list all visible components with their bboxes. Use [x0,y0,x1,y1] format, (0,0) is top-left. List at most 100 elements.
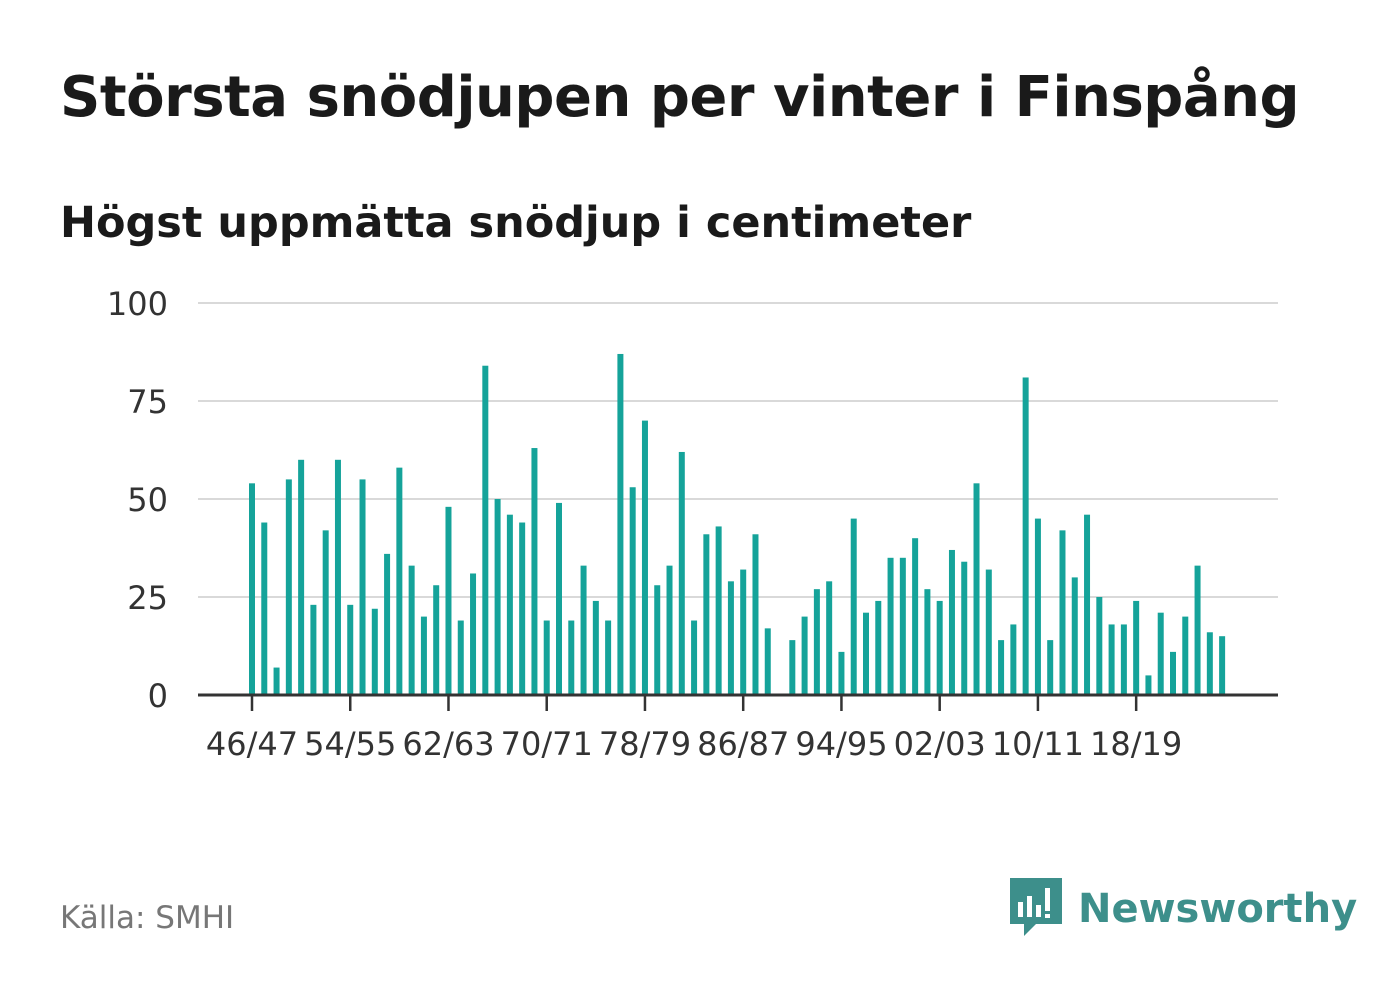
bar [1096,597,1103,695]
bar [691,620,698,695]
bar [359,479,366,695]
chart-title: Största snödjupen per vinter i Finspång [60,65,1300,130]
x-tick-label: 54/55 [304,725,396,763]
bar [470,573,477,695]
bar-chart: 0 25 50 75 100 46/47 54/55 62/63 70/71 78/79 86/8… [107,285,1278,763]
bar [838,651,845,695]
bar [310,604,317,695]
bar [384,553,391,695]
bar [936,600,943,695]
bar [580,565,587,695]
bar [715,526,722,695]
y-tick-label: 75 [127,383,168,421]
bar [298,459,305,695]
bar [445,506,452,695]
x-tick-labels: 46/47 54/55 62/63 70/71 78/79 86/87 94/95 02/03… [206,725,1182,763]
bar [1059,530,1066,695]
bar [519,522,526,695]
bar [568,620,575,695]
x-tick-label: 86/87 [697,725,789,763]
bar [789,640,796,695]
bar [985,569,992,695]
x-tick-label: 70/71 [501,725,593,763]
bar [249,483,255,695]
y-tick-label: 100 [107,285,168,323]
bar [764,628,771,695]
x-tick-label: 62/63 [402,725,494,763]
bar [605,620,612,695]
x-axis [198,693,1278,711]
bar [850,518,857,695]
bar [285,479,292,695]
bar [801,616,808,695]
bar [1206,632,1213,695]
y-tick-label: 25 [127,579,168,617]
newsworthy-brand[interactable]: Newsworthy [1010,878,1357,940]
newsworthy-logo-icon [1010,878,1062,936]
bar [494,499,501,695]
bar [973,483,980,695]
bar [703,534,710,695]
chart-subtitle: Högst uppmätta snödjup i centimeter [60,198,972,248]
x-tick-label: 10/11 [992,725,1084,763]
bar [408,565,415,695]
bar [396,467,403,695]
x-tick-label: 46/47 [206,725,298,763]
bar [752,534,759,695]
source-note: Källa: SMHI [60,900,235,936]
bar [654,585,661,695]
bar [543,620,550,695]
bar [531,448,538,695]
y-tick-labels: 0 25 50 75 100 [107,285,168,715]
bar [1010,624,1017,695]
bar [641,420,648,695]
bar [592,600,599,695]
bar [273,667,280,695]
bar [1182,616,1189,695]
bar [740,569,747,695]
bar [961,561,968,695]
y-tick-label: 50 [127,481,168,519]
bar [899,557,906,695]
bar [1157,612,1164,695]
bar [727,581,734,695]
bar [629,487,636,695]
bar [666,565,673,695]
bar [924,589,931,695]
bar [420,616,427,695]
bar [875,600,882,695]
bar [826,581,833,695]
bar [556,502,562,695]
bar [347,604,354,695]
x-tick-label: 02/03 [894,725,986,763]
bar [1145,675,1152,695]
bar [1170,651,1176,695]
bar [887,557,894,695]
bar [912,538,919,695]
bar [322,530,329,695]
bar [457,620,464,695]
x-tick-label: 18/19 [1090,725,1182,763]
bar [617,353,624,695]
bar [1219,636,1226,695]
x-tick-label: 94/95 [795,725,887,763]
y-tick-label: 0 [148,677,168,715]
bar [863,612,869,695]
bar [334,459,341,695]
bar [678,451,685,695]
bar [813,589,820,695]
bar [506,514,513,695]
bar [1133,600,1140,695]
bar [998,640,1005,695]
bar [1022,377,1029,695]
bar [1034,518,1041,695]
x-tick-label: 78/79 [599,725,691,763]
bar [482,365,489,695]
bar [1120,624,1127,695]
bar [371,608,378,695]
bar [948,549,955,695]
brand-name: Newsworthy [1078,886,1358,932]
bar [433,585,440,695]
bar [1047,640,1054,695]
bar [1108,624,1115,695]
